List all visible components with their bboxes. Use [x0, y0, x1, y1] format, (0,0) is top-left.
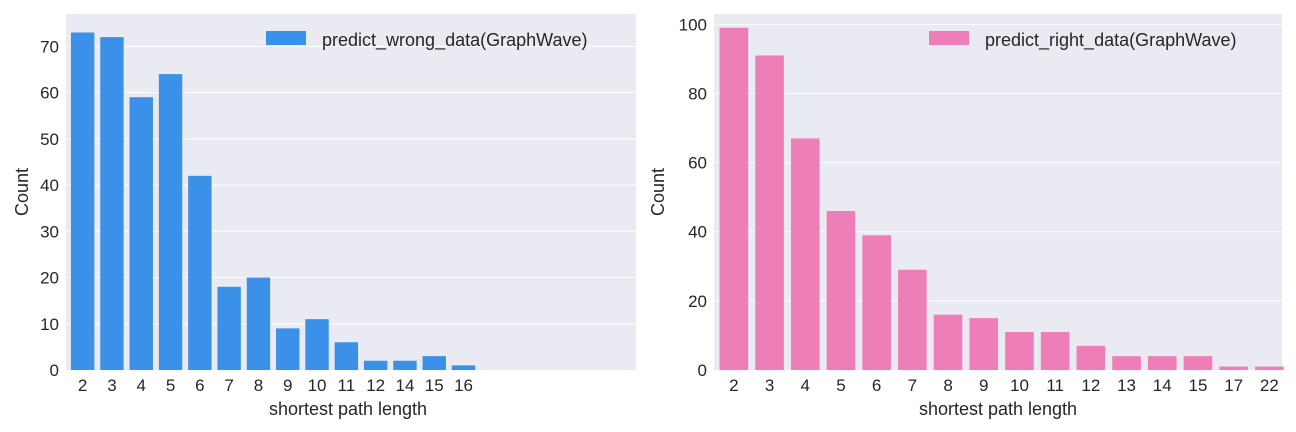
- x-axis-label-left: shortest path length: [269, 399, 427, 419]
- y-tick-label-left: 0: [50, 361, 59, 380]
- bar-right-2: [719, 27, 749, 370]
- x-tick-label-left: 9: [283, 376, 292, 395]
- x-tick-label-left: 11: [338, 376, 356, 395]
- y-tick-label-right: 100: [679, 15, 707, 34]
- x-tick-label-right: 11: [1046, 376, 1064, 395]
- y-axis-label-right: Count: [648, 168, 668, 216]
- bar-left-2: [70, 32, 95, 371]
- chart-right: 0 20 40 60 80 100 2 3 4 5 6 7 8 9 10 11 12 13 14 15 17 22 pred…: [679, 14, 1284, 395]
- x-tick-label-right: 2: [729, 376, 738, 395]
- x-axis-label-right: shortest path length: [919, 399, 1077, 419]
- bar-right-9: [969, 318, 999, 370]
- bar-left-3: [100, 37, 124, 370]
- bar-left-9: [276, 328, 300, 370]
- bar-left-11: [334, 342, 359, 370]
- y-tick-label-left: 10: [40, 315, 59, 334]
- y-axis-label-left: Count: [12, 168, 32, 216]
- x-tick-label-right: 4: [801, 376, 810, 395]
- bar-right-15: [1183, 356, 1213, 370]
- bar-left-16: [451, 365, 476, 370]
- y-tick-label-left: 40: [40, 176, 59, 195]
- x-tick-label-right: 7: [908, 376, 917, 395]
- x-tick-label-left: 14: [395, 376, 414, 395]
- y-tick-label-right: 60: [688, 154, 707, 173]
- bar-right-12: [1076, 345, 1106, 370]
- x-tick-label-right: 12: [1081, 376, 1100, 395]
- bar-right-4: [790, 138, 820, 370]
- y-tick-label-left: 60: [40, 84, 59, 103]
- legend-right: predict_right_data(GraphWave): [929, 30, 1236, 51]
- bar-right-8: [933, 314, 963, 370]
- bar-right-7: [898, 269, 927, 370]
- x-tick-label-left: 10: [308, 376, 327, 395]
- x-tick-label-right: 17: [1224, 376, 1243, 395]
- chart-left: 0 10 20 30 40 50 60 70 2 3 4 5 6 7 8 9 10 11 12 14 15 16 predi…: [40, 14, 636, 395]
- legend-left: predict_wrong_data(GraphWave): [266, 30, 587, 51]
- x-tick-label-right: 3: [765, 376, 774, 395]
- bar-left-6: [188, 175, 212, 370]
- bar-left-14: [393, 360, 417, 370]
- x-tick-label-right: 14: [1153, 376, 1172, 395]
- y-tick-label-right: 40: [688, 223, 707, 242]
- legend-label-left: predict_wrong_data(GraphWave): [322, 30, 587, 51]
- y-tick-label-right: 80: [688, 84, 707, 103]
- y-tick-label-right: 0: [698, 361, 707, 380]
- x-tick-label-right: 8: [943, 376, 952, 395]
- x-tick-label-right: 6: [872, 376, 881, 395]
- x-tick-label-right: 15: [1188, 376, 1207, 395]
- bar-left-7: [217, 286, 241, 370]
- bar-right-6: [862, 235, 891, 370]
- x-tick-label-left: 6: [195, 376, 204, 395]
- legend-swatch-left: [266, 31, 306, 45]
- y-tick-label-right: 20: [688, 292, 707, 311]
- bar-right-13: [1112, 356, 1141, 370]
- bar-right-10: [1005, 331, 1034, 370]
- x-tick-label-left: 8: [254, 376, 263, 395]
- bar-left-12: [363, 360, 388, 370]
- y-tick-label-left: 20: [40, 269, 59, 288]
- legend-label-right: predict_right_data(GraphWave): [985, 30, 1236, 51]
- y-tick-label-left: 50: [40, 130, 59, 149]
- y-tick-label-left: 30: [40, 222, 59, 241]
- bar-left-5: [158, 74, 183, 371]
- x-tick-label-left: 4: [137, 376, 146, 395]
- x-tick-label-left: 12: [366, 376, 385, 395]
- bar-right-14: [1147, 356, 1177, 370]
- bar-right-11: [1040, 331, 1070, 370]
- y-tick-label-left: 70: [40, 37, 59, 56]
- x-tick-label-right: 9: [979, 376, 988, 395]
- x-tick-label-left: 5: [166, 376, 175, 395]
- x-tick-label-right: 13: [1117, 376, 1136, 395]
- bar-left-10: [305, 319, 329, 370]
- bar-left-8: [246, 277, 271, 370]
- legend-swatch-right: [929, 31, 969, 45]
- x-tick-label-left: 15: [425, 376, 444, 395]
- x-tick-label-left: 3: [107, 376, 116, 395]
- x-tick-label-right: 22: [1260, 376, 1279, 395]
- bar-right-17: [1219, 366, 1248, 370]
- x-tick-label-left: 7: [224, 376, 233, 395]
- x-tick-label-right: 10: [1010, 376, 1029, 395]
- x-tick-label-left: 16: [454, 376, 473, 395]
- bar-left-4: [129, 97, 153, 371]
- x-tick-label-right: 5: [836, 376, 845, 395]
- bar-right-3: [755, 55, 784, 370]
- bar-left-15: [422, 356, 446, 370]
- bar-right-5: [826, 211, 856, 370]
- bar-right-22: [1255, 366, 1284, 370]
- x-tick-label-left: 2: [78, 376, 87, 395]
